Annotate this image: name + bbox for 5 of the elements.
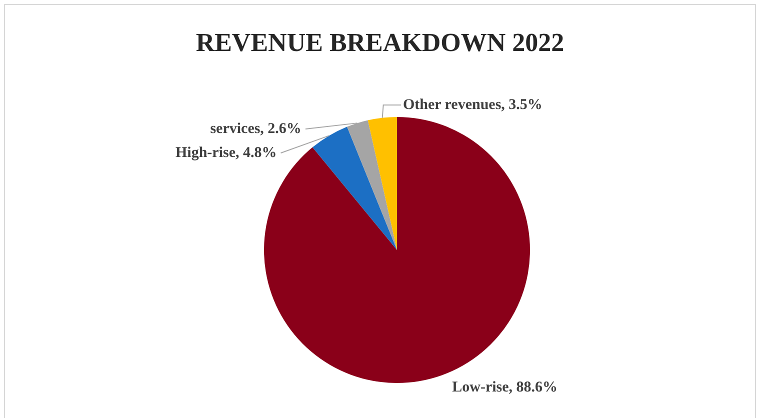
slice-label: High-rise, 4.8%: [175, 144, 277, 161]
chart-title: REVENUE BREAKDOWN 2022: [194, 28, 566, 58]
slice-label: services, 2.6%: [210, 120, 302, 137]
slice-label: Low-rise, 88.6%: [452, 379, 558, 396]
slice-label: Other revenues, 3.5%: [403, 96, 542, 113]
